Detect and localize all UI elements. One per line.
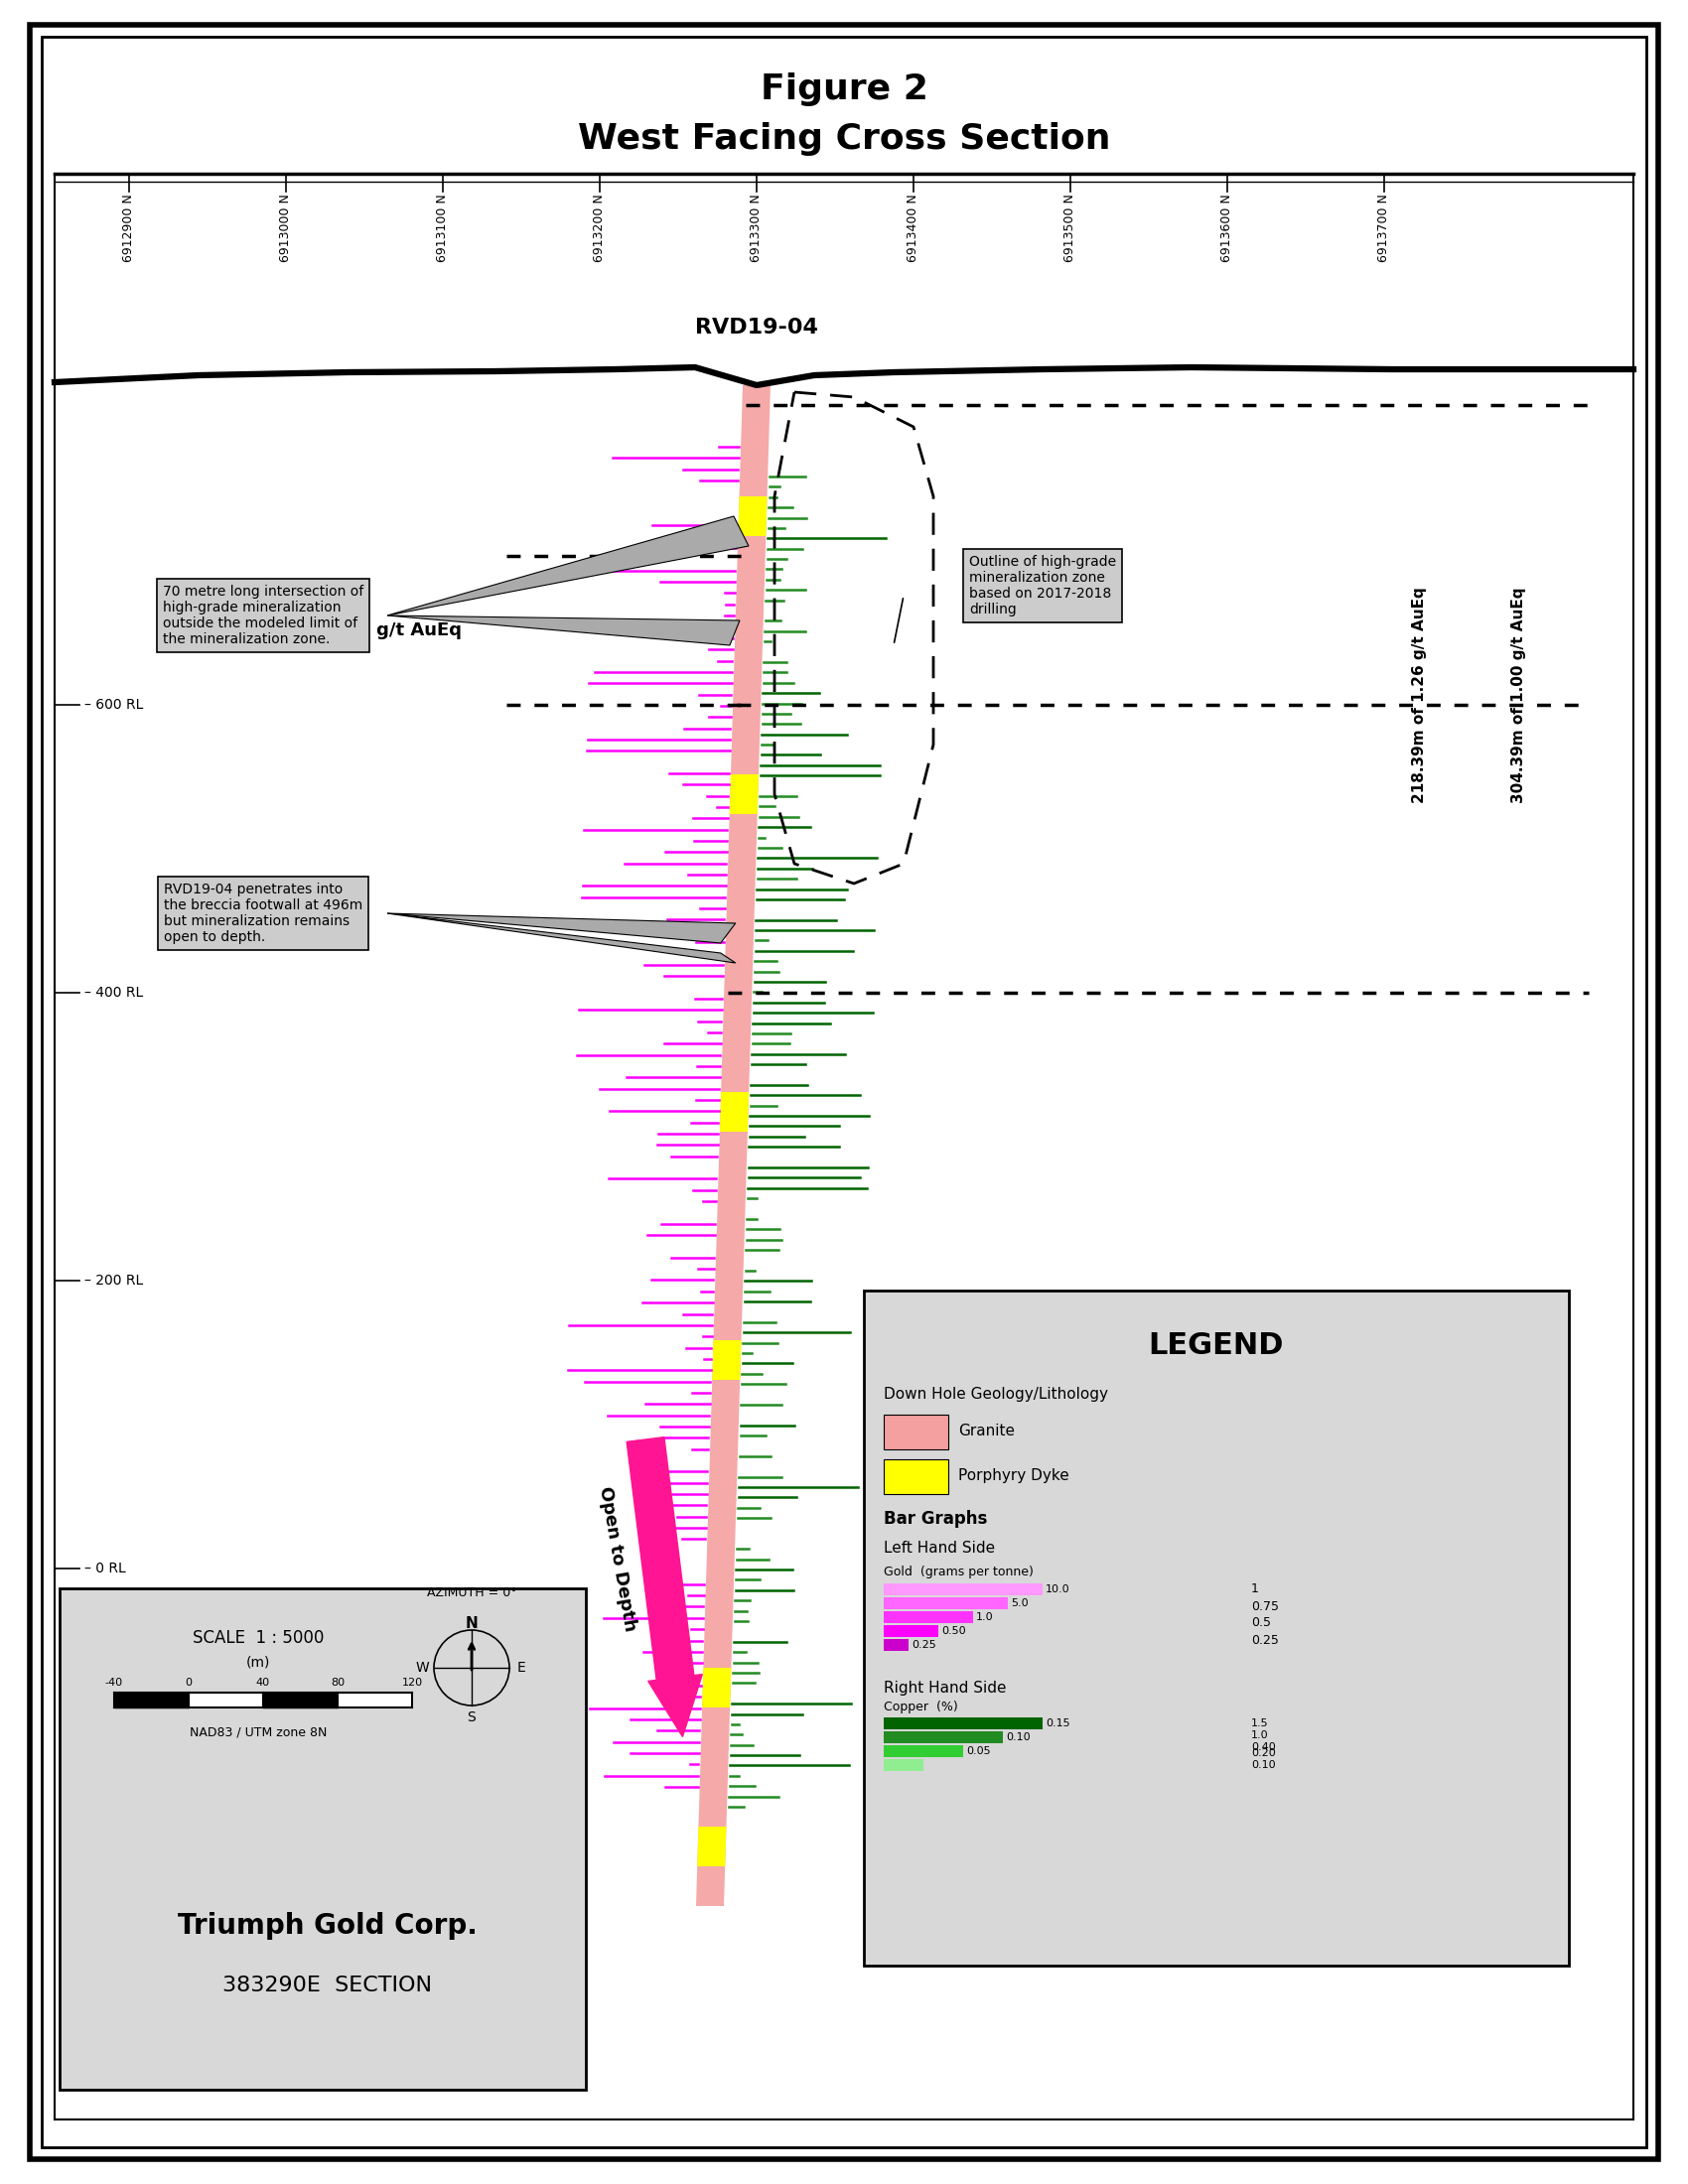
Text: 383290E  SECTION: 383290E SECTION — [223, 1977, 432, 1996]
Text: 0: 0 — [186, 1677, 192, 1688]
Bar — [885, 1625, 939, 1638]
Text: 6913300 N: 6913300 N — [749, 194, 763, 262]
Text: 1.5: 1.5 — [1251, 1719, 1269, 1728]
Text: AZIMUTH = 0°: AZIMUTH = 0° — [427, 1588, 517, 1599]
Bar — [885, 1745, 964, 1758]
Text: 80: 80 — [331, 1677, 344, 1688]
Text: 5.0: 5.0 — [1011, 1599, 1028, 1607]
Bar — [885, 1612, 972, 1623]
Polygon shape — [695, 384, 770, 1907]
Text: 6913100 N: 6913100 N — [437, 194, 449, 262]
Text: 0.10: 0.10 — [1006, 1732, 1030, 1743]
Text: 0.25: 0.25 — [912, 1640, 937, 1649]
Polygon shape — [697, 1826, 726, 1867]
Bar — [885, 1583, 1043, 1594]
Text: 6913500 N: 6913500 N — [1063, 194, 1077, 262]
Text: RVD19-04 penetrates into
the breccia footwall at 496m
but mineralization remains: RVD19-04 penetrates into the breccia foo… — [164, 882, 363, 943]
Bar — [885, 1415, 949, 1450]
Text: 70 metre long intersection of
high-grade mineralization
outside the modeled limi: 70 metre long intersection of high-grade… — [162, 585, 363, 646]
Text: 6913000 N: 6913000 N — [280, 194, 292, 262]
Text: West Facing Cross Section: West Facing Cross Section — [577, 122, 1111, 155]
Text: Gold  (grams per tonne): Gold (grams per tonne) — [885, 1566, 1033, 1577]
Text: 6913600 N: 6913600 N — [1220, 194, 1234, 262]
Text: 304.39m of 1.00 g/t AuEq: 304.39m of 1.00 g/t AuEq — [1512, 587, 1526, 804]
Text: Triumph Gold Corp.: Triumph Gold Corp. — [177, 1911, 478, 1939]
Bar — [885, 1717, 1043, 1730]
Text: 6913400 N: 6913400 N — [906, 194, 920, 262]
Text: 0.50: 0.50 — [942, 1627, 966, 1636]
Text: W: W — [415, 1660, 429, 1675]
Text: Granite: Granite — [959, 1424, 1014, 1439]
Text: Copper  (%): Copper (%) — [885, 1701, 957, 1714]
Text: (m): (m) — [246, 1655, 270, 1671]
Polygon shape — [387, 616, 739, 644]
Bar — [885, 1597, 1008, 1610]
Text: -40: -40 — [105, 1677, 123, 1688]
Text: Porphyry Dyke: Porphyry Dyke — [959, 1468, 1069, 1483]
Text: 0.05: 0.05 — [966, 1747, 991, 1756]
Bar — [885, 1638, 908, 1651]
FancyArrow shape — [626, 1437, 702, 1736]
Text: – 0 RL: – 0 RL — [84, 1562, 127, 1575]
Polygon shape — [387, 913, 736, 963]
Text: 0.25: 0.25 — [1251, 1634, 1280, 1647]
Text: 737.01 metres: 737.01 metres — [255, 1758, 400, 1776]
Text: 40: 40 — [257, 1677, 270, 1688]
Text: NAD83 / UTM zone 8N: NAD83 / UTM zone 8N — [189, 1725, 327, 1738]
Polygon shape — [387, 515, 749, 616]
Text: N: N — [466, 1616, 478, 1631]
Polygon shape — [729, 775, 758, 815]
Bar — [864, 1291, 1568, 1966]
Polygon shape — [702, 1669, 731, 1708]
Text: Down Hole Geology/Lithology: Down Hole Geology/Lithology — [885, 1387, 1107, 1402]
Text: Right Hand Side: Right Hand Side — [885, 1679, 1006, 1695]
Text: SCALE  1 : 5000: SCALE 1 : 5000 — [192, 1629, 324, 1647]
Polygon shape — [712, 1341, 741, 1380]
Bar — [885, 1758, 923, 1771]
Text: 0.20
0.10: 0.20 0.10 — [1251, 1749, 1276, 1769]
Text: 6913700 N: 6913700 N — [1377, 194, 1391, 262]
Bar — [59, 1588, 586, 2090]
Text: 10.0: 10.0 — [1045, 1583, 1070, 1594]
Text: Left Hand Side: Left Hand Side — [885, 1542, 994, 1555]
Text: – 600 RL: – 600 RL — [84, 699, 143, 712]
Text: Outline of high-grade
mineralization zone
based on 2017-2018
drilling: Outline of high-grade mineralization zon… — [969, 555, 1116, 616]
Text: S: S — [468, 1710, 476, 1725]
Polygon shape — [719, 1092, 749, 1131]
Polygon shape — [387, 913, 736, 943]
Text: 0.5: 0.5 — [1251, 1616, 1271, 1629]
Text: 1.0: 1.0 — [976, 1612, 994, 1623]
Text: 1.0
0.40: 1.0 0.40 — [1251, 1730, 1276, 1752]
Text: 218.39m of 1.26 g/t AuEq: 218.39m of 1.26 g/t AuEq — [1413, 587, 1428, 804]
Text: E: E — [517, 1660, 525, 1675]
Text: 6913200 N: 6913200 N — [592, 194, 606, 262]
Text: Open to Depth: Open to Depth — [596, 1485, 640, 1631]
Text: 6912900 N: 6912900 N — [123, 194, 135, 262]
Text: 0.75: 0.75 — [1251, 1599, 1280, 1612]
Polygon shape — [738, 496, 766, 535]
Text: 1: 1 — [1251, 1583, 1259, 1597]
Text: Bar Graphs: Bar Graphs — [885, 1509, 987, 1529]
Text: RVD19-04: RVD19-04 — [695, 317, 819, 339]
Text: 51.17m of 1.88 g/t AuEq: 51.17m of 1.88 g/t AuEq — [218, 622, 463, 640]
Text: LEGEND: LEGEND — [1148, 1330, 1285, 1358]
Bar — [885, 1459, 949, 1494]
Text: – 400 RL: – 400 RL — [84, 985, 143, 1000]
Text: 0.15: 0.15 — [1045, 1719, 1070, 1728]
Bar — [885, 1732, 1003, 1743]
Text: Figure 2: Figure 2 — [760, 72, 928, 107]
Text: – 200 RL: – 200 RL — [84, 1273, 143, 1289]
Text: 120: 120 — [402, 1677, 422, 1688]
